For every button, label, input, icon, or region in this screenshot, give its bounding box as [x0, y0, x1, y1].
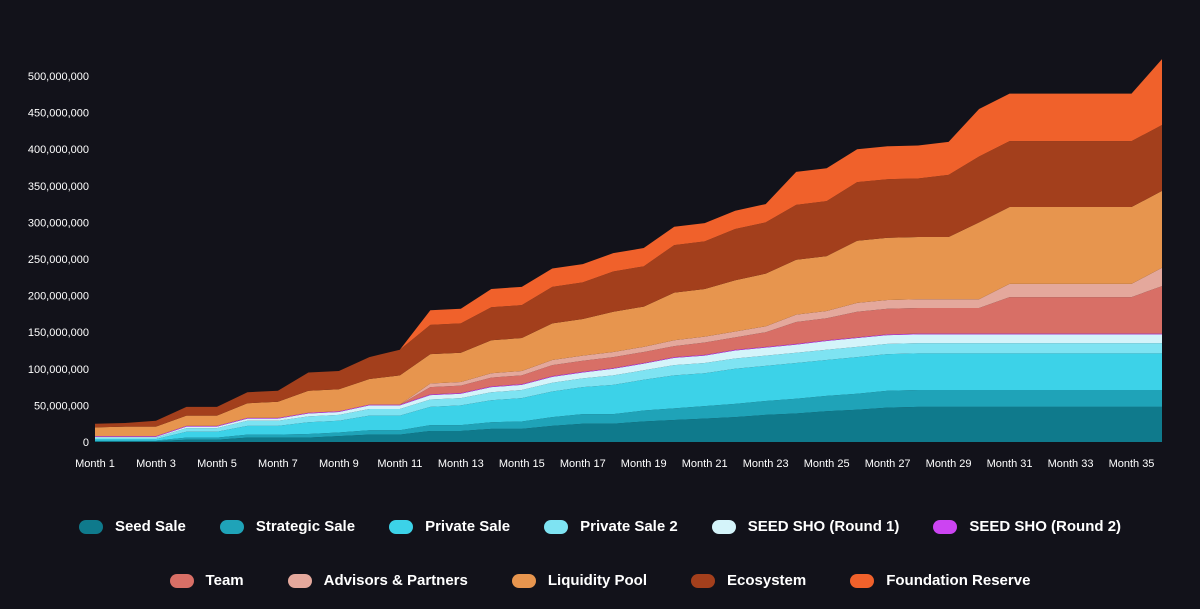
series-layer — [95, 59, 1162, 442]
legend-item-liquidity-pool[interactable]: Liquidity Pool — [511, 572, 648, 589]
x-tick-label: Month 25 — [804, 458, 850, 470]
legend-item-seed-sale[interactable]: Seed Sale — [78, 518, 186, 535]
x-tick-label: Month 23 — [743, 458, 789, 470]
legend-swatch — [287, 573, 312, 588]
legend-item-team[interactable]: Team — [169, 572, 244, 589]
legend-item-advisors-partners[interactable]: Advisors & Partners — [287, 572, 468, 589]
x-tick-label: Month 29 — [926, 458, 972, 470]
area-series-seed-sho-round-1 — [95, 334, 1162, 438]
legend-swatch — [691, 573, 716, 588]
area-series-team — [95, 286, 1162, 437]
legend-label: SEED SHO (Round 2) — [969, 518, 1122, 535]
x-tick-label: Month 35 — [1109, 458, 1155, 470]
area-series-seed-sale — [95, 406, 1162, 442]
legend-label: Private Sale — [425, 518, 511, 535]
legend-label: SEED SHO (Round 1) — [747, 518, 900, 535]
x-tick-label: Month 5 — [197, 458, 237, 470]
x-tick-label: Month 9 — [319, 458, 359, 470]
y-tick-label: 400,000,000 — [28, 144, 89, 156]
legend-swatch — [78, 519, 103, 534]
x-tick-label: Month 7 — [258, 458, 298, 470]
y-tick-label: 200,000,000 — [28, 291, 89, 303]
legend-item-ecosystem[interactable]: Ecosystem — [691, 572, 806, 589]
legend-swatch — [544, 519, 569, 534]
legend-swatch — [933, 519, 958, 534]
y-tick-label: 350,000,000 — [28, 181, 89, 193]
area-series-private-sale-2 — [95, 343, 1162, 440]
y-tick-label: 0 — [83, 437, 89, 449]
y-axis-ticks: 0 50,000,000 100,000,000 150,000,000 200,000… — [28, 71, 89, 449]
chart-area: 0 50,000,000 100,000,000 150,000,000 200,000… — [28, 59, 1162, 470]
x-tick-label: Month 15 — [499, 458, 545, 470]
area-series-strategic-sale — [95, 390, 1162, 442]
x-tick-label: Month 1 — [75, 458, 115, 470]
x-tick-label: Month 11 — [377, 458, 422, 470]
legend-swatch — [511, 573, 536, 588]
area-series-ecosystem — [95, 125, 1162, 428]
legend-label: Advisors & Partners — [323, 572, 468, 589]
area-series-seed-sho-round-2 — [95, 333, 1162, 437]
x-tick-label: Month 19 — [621, 458, 667, 470]
x-tick-label: Month 21 — [682, 458, 728, 470]
legend-item-foundation-reserve[interactable]: Foundation Reserve — [850, 572, 1030, 589]
x-tick-label: Month 27 — [865, 458, 911, 470]
legend-label: Team — [205, 572, 244, 589]
legend-item-strategic-sale[interactable]: Strategic Sale — [219, 518, 356, 535]
x-tick-label: Month 13 — [438, 458, 484, 470]
y-tick-label: 150,000,000 — [28, 327, 89, 339]
legend-row-1: Seed Sale Strategic Sale Private Sale Pr… — [0, 518, 1200, 535]
x-axis-ticks: Month 1 Month 3 Month 5 Month 7 Month 9 Month… — [75, 458, 1154, 470]
area-series-private-sale — [95, 353, 1162, 441]
y-tick-label: 300,000,000 — [28, 217, 89, 229]
stacked-area-chart: 0 50,000,000 100,000,000 150,000,000 200,000… — [28, 59, 1162, 470]
x-tick-label: Month 31 — [987, 458, 1033, 470]
legend-label: Strategic Sale — [255, 518, 356, 535]
legend-item-private-sale[interactable]: Private Sale — [389, 518, 510, 535]
x-tick-label: Month 33 — [1048, 458, 1094, 470]
area-series-liquidity-pool — [95, 190, 1162, 437]
legend-item-seed-sho-round-2[interactable]: SEED SHO (Round 2) — [933, 518, 1121, 535]
y-tick-label: 100,000,000 — [28, 364, 89, 376]
legend-label: Foundation Reserve — [886, 572, 1031, 589]
legend-row-2: Team Advisors & Partners Liquidity Pool … — [0, 572, 1200, 589]
legend-item-private-sale-2[interactable]: Private Sale 2 — [544, 518, 678, 535]
y-tick-label: 50,000,000 — [34, 400, 89, 412]
legend-swatch — [711, 519, 736, 534]
legend-label: Private Sale 2 — [580, 518, 678, 535]
legend-swatch — [850, 573, 875, 588]
x-tick-label: Month 3 — [136, 458, 176, 470]
y-tick-label: 450,000,000 — [28, 108, 89, 120]
area-series-advisors-partners — [95, 267, 1162, 437]
legend-label: Ecosystem — [727, 572, 807, 589]
legend-swatch — [219, 519, 244, 534]
area-series-foundation-reserve — [95, 59, 1162, 424]
legend-label: Liquidity Pool — [547, 572, 648, 589]
legend-swatch — [389, 519, 414, 534]
legend-swatch — [169, 573, 194, 588]
y-tick-label: 500,000,000 — [28, 71, 89, 83]
legend-label: Seed Sale — [114, 518, 186, 535]
legend-item-seed-sho-round-1[interactable]: SEED SHO (Round 1) — [711, 518, 900, 535]
y-tick-label: 250,000,000 — [28, 254, 89, 266]
x-tick-label: Month 17 — [560, 458, 606, 470]
